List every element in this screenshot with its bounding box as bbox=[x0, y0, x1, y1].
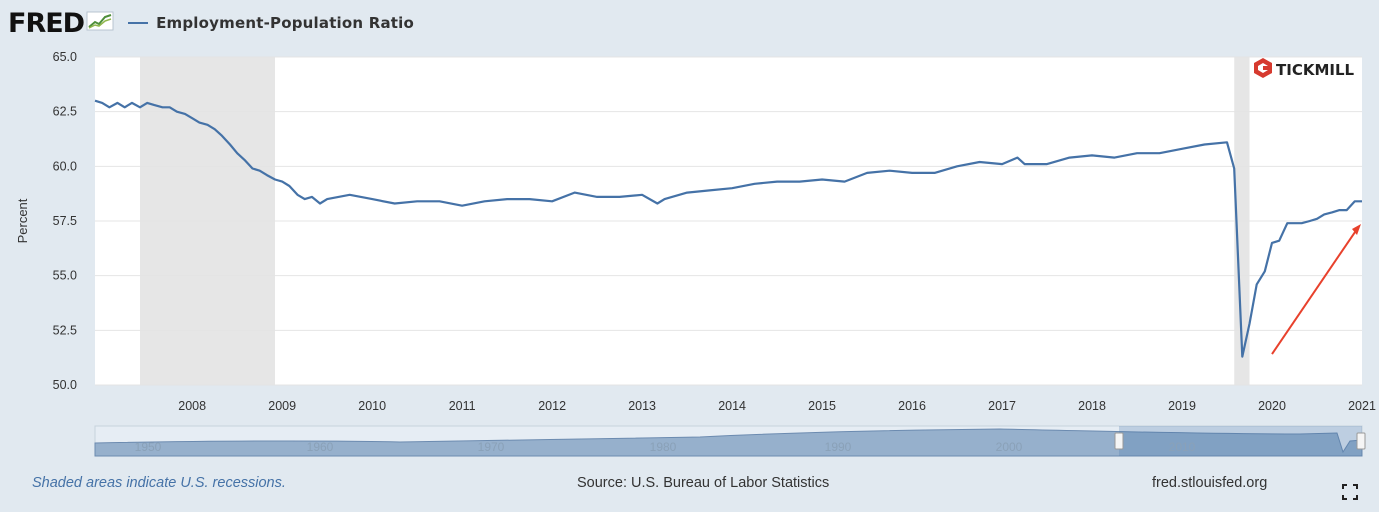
navigator-year-label: 1990 bbox=[825, 440, 852, 454]
y-tick-label: 60.0 bbox=[53, 159, 77, 173]
tickmill-watermark: TICKMILL bbox=[1254, 58, 1355, 79]
legend-series-label[interactable]: Employment-Population Ratio bbox=[156, 14, 414, 32]
chart-svg: 50.0 52.5 55.0 57.5 60.0 62.5 65.0 2008 2009 201… bbox=[15, 50, 1376, 457]
y-tick-label: 62.5 bbox=[53, 105, 77, 119]
y-tick-label: 65.0 bbox=[53, 50, 77, 64]
fullscreen-icon[interactable] bbox=[1342, 484, 1358, 500]
source-text: Source: U.S. Bureau of Labor Statistics bbox=[577, 475, 830, 491]
x-tick-label: 2019 bbox=[1168, 399, 1196, 413]
navigator-year-label: 1950 bbox=[135, 440, 162, 454]
navigator-year-label: 2000 bbox=[996, 440, 1023, 454]
x-tick-label: 2011 bbox=[449, 399, 476, 413]
x-tick-label: 2021 bbox=[1348, 399, 1376, 413]
x-tick-label: 2013 bbox=[628, 399, 656, 413]
navigator-year-label: 1970 bbox=[478, 440, 505, 454]
y-axis-label: Percent bbox=[15, 198, 30, 243]
navigator-selection[interactable] bbox=[1119, 426, 1362, 456]
y-tick-label: 50.0 bbox=[53, 378, 77, 392]
navigator-year-label: 1960 bbox=[307, 440, 334, 454]
navigator-year-label: 1980 bbox=[650, 440, 677, 454]
navigator-handle-left[interactable] bbox=[1114, 432, 1124, 450]
y-tick-label: 57.5 bbox=[53, 214, 77, 228]
x-axis-ticks: 2008 2009 2010 2011 2012 2013 2014 2015 2016 2017… bbox=[178, 399, 1376, 413]
site-link[interactable]: fred.stlouisfed.org bbox=[1152, 475, 1268, 491]
x-tick-label: 2008 bbox=[178, 399, 206, 413]
series-line bbox=[94, 99, 1362, 358]
x-tick-label: 2016 bbox=[898, 399, 926, 413]
legend-line-swatch bbox=[128, 22, 149, 24]
x-tick-label: 2018 bbox=[1078, 399, 1106, 413]
gridlines bbox=[95, 56, 1362, 386]
x-tick-label: 2015 bbox=[808, 399, 836, 413]
fred-logo[interactable]: FRED bbox=[8, 7, 85, 39]
tickmill-label: TICKMILL bbox=[1276, 61, 1355, 79]
x-tick-label: 2020 bbox=[1258, 399, 1286, 413]
y-tick-label: 52.5 bbox=[53, 323, 77, 337]
y-tick-label: 55.0 bbox=[53, 269, 77, 283]
tickmill-logo-icon bbox=[1254, 58, 1272, 78]
x-tick-label: 2010 bbox=[358, 399, 386, 413]
x-tick-label: 2017 bbox=[988, 399, 1016, 413]
navigator-area bbox=[94, 428, 1363, 457]
navigator-year-label: 2010 bbox=[1169, 440, 1196, 454]
y-axis-ticks: 50.0 52.5 55.0 57.5 60.0 62.5 65.0 bbox=[53, 50, 77, 392]
fred-graph-icon bbox=[86, 10, 114, 37]
chart-header: FRED Employment-Population Ratio bbox=[8, 6, 414, 40]
x-tick-label: 2014 bbox=[718, 399, 746, 413]
recession-note: Shaded areas indicate U.S. recessions. bbox=[32, 475, 286, 491]
trend-arrow bbox=[1271, 224, 1361, 355]
range-navigator[interactable]: 1950 1960 1970 1980 1990 2000 2010 bbox=[94, 425, 1366, 457]
x-tick-label: 2012 bbox=[538, 399, 566, 413]
navigator-handle-right[interactable] bbox=[1356, 432, 1366, 450]
x-tick-label: 2009 bbox=[268, 399, 296, 413]
navigator-labels: 1950 1960 1970 1980 1990 2000 2010 bbox=[135, 440, 1196, 454]
